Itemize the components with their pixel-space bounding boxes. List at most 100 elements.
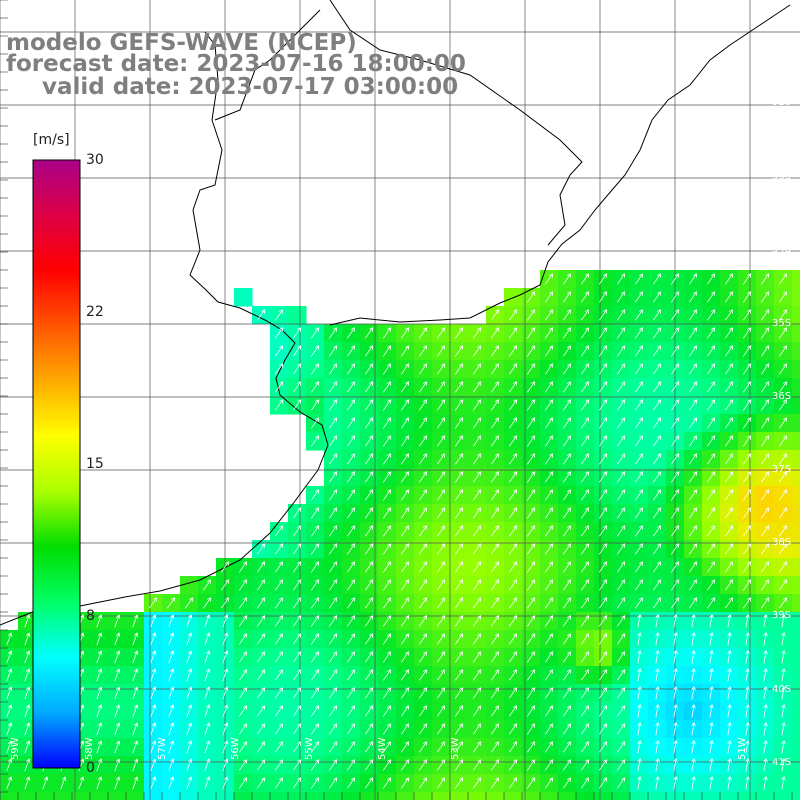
wind-vector bbox=[382, 561, 392, 573]
field-cell bbox=[792, 378, 800, 397]
wind-vector bbox=[724, 309, 734, 321]
wind-vector bbox=[778, 327, 788, 339]
wind-vector bbox=[310, 597, 320, 609]
lat-label: 32S bbox=[772, 97, 791, 108]
wind-vector bbox=[562, 507, 572, 519]
wind-vector bbox=[562, 381, 572, 393]
wind-vector bbox=[328, 435, 338, 447]
wind-vector bbox=[598, 561, 608, 573]
colorbar-tick-22: 22 bbox=[86, 304, 104, 320]
wind-vector bbox=[148, 597, 158, 609]
lat-label: 39S bbox=[772, 610, 791, 621]
wind-vector bbox=[436, 327, 446, 339]
wind-vector bbox=[400, 525, 410, 537]
wind-vector bbox=[328, 489, 338, 501]
wind-vector bbox=[580, 309, 590, 321]
wind-vector bbox=[166, 597, 176, 609]
wind-vector bbox=[364, 543, 374, 555]
wind-vector bbox=[418, 579, 428, 591]
lat-label: 35S bbox=[772, 318, 791, 329]
lon-label: 57W bbox=[157, 737, 168, 760]
wind-vector bbox=[526, 489, 536, 501]
lon-label: 54W bbox=[377, 737, 388, 760]
wind-vector bbox=[778, 399, 788, 411]
wind-vector bbox=[328, 327, 338, 339]
wind-vector bbox=[778, 345, 788, 357]
lon-label: 58W bbox=[84, 737, 95, 760]
field-cell bbox=[792, 684, 800, 703]
wind-vector bbox=[364, 597, 374, 609]
wind-vector bbox=[742, 525, 752, 537]
wind-vector bbox=[598, 507, 608, 519]
field-cell bbox=[288, 792, 307, 800]
wind-vector bbox=[670, 435, 680, 447]
wind-vector bbox=[328, 525, 338, 537]
wind-vector bbox=[760, 579, 770, 591]
field-cell bbox=[162, 792, 181, 800]
wind-vector bbox=[454, 525, 464, 537]
wind-vector bbox=[454, 489, 464, 501]
wind-vector bbox=[706, 327, 716, 339]
wind-vector bbox=[382, 543, 392, 555]
wind-vector bbox=[778, 561, 788, 573]
lon-label: 55W bbox=[304, 737, 315, 760]
wind-vector bbox=[490, 435, 500, 447]
wind-vector bbox=[724, 525, 734, 537]
wind-vector bbox=[616, 417, 626, 429]
field-cell bbox=[792, 612, 800, 631]
field-cell bbox=[792, 360, 800, 379]
wind-vector bbox=[346, 363, 356, 375]
wind-vector bbox=[724, 579, 734, 591]
wind-vector bbox=[634, 507, 644, 519]
wind-vector bbox=[706, 381, 716, 393]
field-cell bbox=[342, 792, 361, 800]
wind-vector bbox=[652, 399, 662, 411]
wind-vector bbox=[472, 345, 482, 357]
wind-vector bbox=[526, 561, 536, 573]
wind-vector bbox=[670, 525, 680, 537]
field-cell bbox=[414, 792, 433, 800]
wind-vector bbox=[364, 579, 374, 591]
wind-speed-field bbox=[0, 270, 800, 800]
wind-vector bbox=[364, 561, 374, 573]
wind-vector bbox=[742, 579, 752, 591]
wind-vector bbox=[670, 579, 680, 591]
wind-vector bbox=[436, 597, 446, 609]
colorbar-tick-15: 15 bbox=[86, 456, 104, 472]
wind-vector bbox=[274, 525, 284, 537]
wind-vector bbox=[544, 489, 554, 501]
wind-vector bbox=[274, 597, 284, 609]
wind-vector bbox=[382, 345, 392, 357]
wind-vector bbox=[310, 363, 320, 375]
wind-vector bbox=[670, 345, 680, 357]
wind-vector bbox=[472, 597, 482, 609]
wind-vector bbox=[274, 561, 284, 573]
field-cell bbox=[36, 792, 55, 800]
wind-vector bbox=[616, 471, 626, 483]
wind-vector bbox=[688, 471, 698, 483]
wind-vector bbox=[652, 435, 662, 447]
wind-vector bbox=[508, 435, 518, 447]
field-cell bbox=[792, 414, 800, 433]
wind-vector bbox=[616, 309, 626, 321]
wind-vector bbox=[346, 417, 356, 429]
field-cell bbox=[792, 522, 800, 541]
wind-vector bbox=[706, 417, 716, 429]
wind-vector bbox=[364, 507, 374, 519]
wind-vector bbox=[292, 525, 302, 537]
field-cell bbox=[450, 792, 469, 800]
wind-vector bbox=[706, 507, 716, 519]
field-cell bbox=[774, 792, 793, 800]
wind-vector bbox=[580, 579, 590, 591]
wind-vector bbox=[292, 543, 302, 555]
wind-vector bbox=[400, 435, 410, 447]
field-cell bbox=[792, 288, 800, 307]
wind-vector bbox=[634, 399, 644, 411]
wind-vector bbox=[526, 363, 536, 375]
wind-vector bbox=[634, 381, 644, 393]
wind-vector bbox=[724, 561, 734, 573]
field-cell bbox=[792, 306, 800, 325]
wind-vector bbox=[274, 363, 284, 375]
field-cell bbox=[738, 792, 757, 800]
wind-vector bbox=[346, 399, 356, 411]
